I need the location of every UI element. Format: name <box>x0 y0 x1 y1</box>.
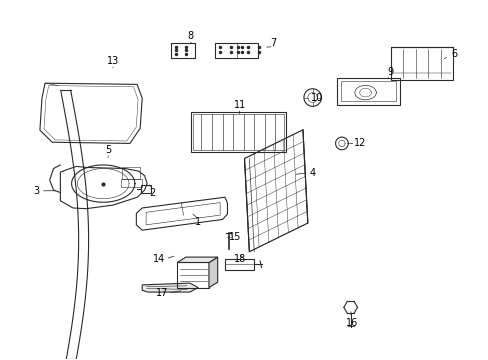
Text: 11: 11 <box>233 100 245 110</box>
Text: 2: 2 <box>148 188 155 198</box>
Text: 4: 4 <box>309 168 315 178</box>
Text: 14: 14 <box>153 254 165 264</box>
Text: 15: 15 <box>228 232 241 242</box>
Text: 1: 1 <box>195 217 201 227</box>
Bar <box>215 43 258 58</box>
Polygon shape <box>177 257 217 262</box>
Bar <box>171 43 194 58</box>
Text: 3: 3 <box>33 186 39 196</box>
Bar <box>177 262 208 288</box>
Text: 10: 10 <box>311 93 323 103</box>
Text: 16: 16 <box>345 319 357 328</box>
Text: 13: 13 <box>107 56 119 66</box>
Text: 7: 7 <box>270 38 276 48</box>
Text: 9: 9 <box>387 67 393 77</box>
Polygon shape <box>142 283 198 292</box>
Polygon shape <box>208 257 217 288</box>
Bar <box>190 112 285 152</box>
Bar <box>141 185 151 193</box>
Text: 6: 6 <box>450 49 456 59</box>
Text: 18: 18 <box>233 254 245 264</box>
Bar <box>121 179 142 187</box>
Bar <box>224 259 254 270</box>
Text: 8: 8 <box>187 31 194 41</box>
Bar <box>336 78 400 105</box>
Text: 17: 17 <box>155 288 167 298</box>
Text: 12: 12 <box>353 139 366 148</box>
Bar <box>192 114 284 150</box>
Bar <box>340 81 396 101</box>
Text: 5: 5 <box>105 144 111 154</box>
Bar <box>390 47 452 80</box>
Bar <box>122 167 140 179</box>
